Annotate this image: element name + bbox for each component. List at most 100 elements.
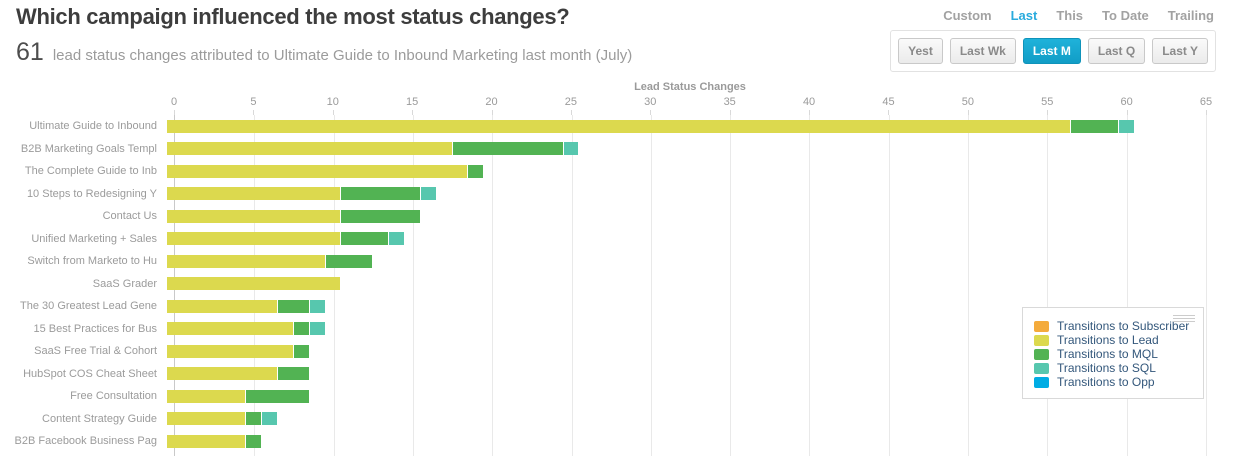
bar-segment[interactable] (293, 344, 309, 358)
x-tick-mark (412, 110, 414, 115)
x-tick-mark (809, 110, 811, 115)
bar-segment[interactable] (167, 299, 278, 313)
bar-track (166, 299, 1198, 313)
subtitle: 61 lead status changes attributed to Ult… (16, 38, 632, 67)
bar-segment[interactable] (167, 322, 293, 336)
bar-segment[interactable] (325, 254, 373, 268)
metric-value: 61 (16, 38, 44, 66)
bar-segment[interactable] (1118, 119, 1134, 133)
legend-swatch (1034, 320, 1049, 332)
bar-segment[interactable] (452, 142, 563, 156)
bar-segment[interactable] (420, 187, 436, 201)
date-mode-tabs: Custom Last This To Date Trailing (943, 8, 1214, 23)
bar-segment[interactable] (167, 187, 341, 201)
bar-segment[interactable] (167, 119, 1071, 133)
x-tick-label: 50 (961, 96, 974, 108)
bar-segment[interactable] (167, 389, 246, 403)
x-tick-mark (1126, 110, 1128, 115)
chart-row: The Complete Guide to Inb (0, 160, 1235, 183)
bar-track (166, 412, 1198, 426)
bar-segment[interactable] (389, 232, 404, 246)
legend-item: Transitions to Subscriber (1034, 319, 1195, 333)
bar-track (166, 142, 1198, 156)
legend-drag-handle-icon[interactable] (1173, 313, 1195, 322)
bar-segment[interactable] (563, 142, 579, 156)
bar-segment[interactable] (167, 434, 246, 448)
x-tick-label: 55 (1041, 96, 1054, 108)
chart-row: 10 Steps to Redesigning Y (0, 183, 1235, 206)
bar-track (166, 322, 1198, 336)
tab-custom[interactable]: Custom (943, 8, 992, 23)
x-axis-title: Lead Status Changes (634, 81, 746, 93)
bar-segment[interactable] (468, 164, 484, 178)
bar-segment[interactable] (246, 434, 262, 448)
metric-caption: lead status changes attributed to Ultima… (52, 47, 633, 64)
tab-to-date[interactable]: To Date (1102, 8, 1149, 23)
x-tick-label: 30 (644, 96, 657, 108)
bar-segment[interactable] (246, 412, 262, 426)
category-label: Free Consultation (70, 390, 157, 403)
bar-segment[interactable] (167, 367, 278, 381)
x-tick-label: 20 (485, 96, 498, 108)
chart-row: Contact Us (0, 205, 1235, 228)
x-tick-mark (729, 110, 731, 115)
range-button-last-m[interactable]: Last M (1022, 38, 1081, 64)
chart-row: B2B Facebook Business Pag (0, 430, 1235, 453)
chart-row: 15 Best Practices for Bus (0, 318, 1235, 341)
bar-segment[interactable] (246, 389, 309, 403)
bar-segment[interactable] (167, 412, 246, 426)
bar-segment[interactable] (167, 232, 341, 246)
category-label: The 30 Greatest Lead Gene (20, 300, 157, 313)
bar-track (166, 209, 1198, 223)
chart-row: SaaS Grader (0, 273, 1235, 296)
x-tick-label: 15 (406, 96, 419, 108)
tab-last[interactable]: Last (1010, 8, 1038, 23)
chart-row: Free Consultation (0, 385, 1235, 408)
range-button-yest[interactable]: Yest (898, 38, 943, 64)
bar-segment[interactable] (309, 322, 325, 336)
bar-segment[interactable] (1071, 119, 1118, 133)
x-tick-mark (174, 110, 175, 115)
bar-segment[interactable] (293, 322, 309, 336)
bar-segment[interactable] (167, 254, 325, 268)
bar-segment[interactable] (278, 367, 309, 381)
range-button-last-wk[interactable]: Last Wk (949, 38, 1016, 64)
bar-track (166, 344, 1198, 358)
bar-segment[interactable] (309, 299, 325, 313)
bar-segment[interactable] (167, 344, 293, 358)
bar-segment[interactable] (341, 232, 389, 246)
category-label: Switch from Marketo to Hu (27, 255, 157, 268)
bar-segment[interactable] (341, 209, 420, 223)
category-label: HubSpot COS Cheat Sheet (23, 367, 157, 380)
range-button-last-y[interactable]: Last Y (1152, 38, 1208, 64)
tab-this[interactable]: This (1056, 8, 1084, 23)
tab-trailing[interactable]: Trailing (1167, 8, 1214, 23)
bar-segment[interactable] (341, 187, 420, 201)
legend-label: Transitions to Opp (1057, 375, 1155, 389)
bar-segment[interactable] (167, 209, 341, 223)
stacked-bar-chart: Lead Status Changes 0 5 10 15 20 25 30 35 40 45 50… (0, 81, 1235, 456)
bar-segment[interactable] (262, 412, 278, 426)
category-label: Content Strategy Guide (42, 412, 157, 425)
bar-segment[interactable] (167, 277, 341, 291)
page-title: Which campaign influenced the most statu… (16, 4, 570, 29)
bar-segment[interactable] (167, 142, 452, 156)
range-button-last-q[interactable]: Last Q (1087, 38, 1146, 64)
chart-row: HubSpot COS Cheat Sheet (0, 363, 1235, 386)
category-label: Unified Marketing + Sales (31, 232, 157, 245)
legend-item: Transitions to SQL (1034, 361, 1195, 375)
bar-track (166, 367, 1198, 381)
category-label: SaaS Grader (92, 277, 157, 290)
legend-label: Transitions to MQL (1057, 347, 1158, 361)
bar-track (166, 254, 1198, 268)
legend-swatch (1034, 334, 1049, 346)
bar-track (166, 164, 1198, 178)
bar-segment[interactable] (167, 164, 468, 178)
legend-label: Transitions to Subscriber (1057, 319, 1190, 333)
bar-segment[interactable] (278, 299, 309, 313)
x-tick-mark (491, 110, 493, 115)
category-label: 15 Best Practices for Bus (33, 322, 158, 335)
x-tick-label: 0 (170, 96, 178, 108)
chart-row: Switch from Marketo to Hu (0, 250, 1235, 273)
